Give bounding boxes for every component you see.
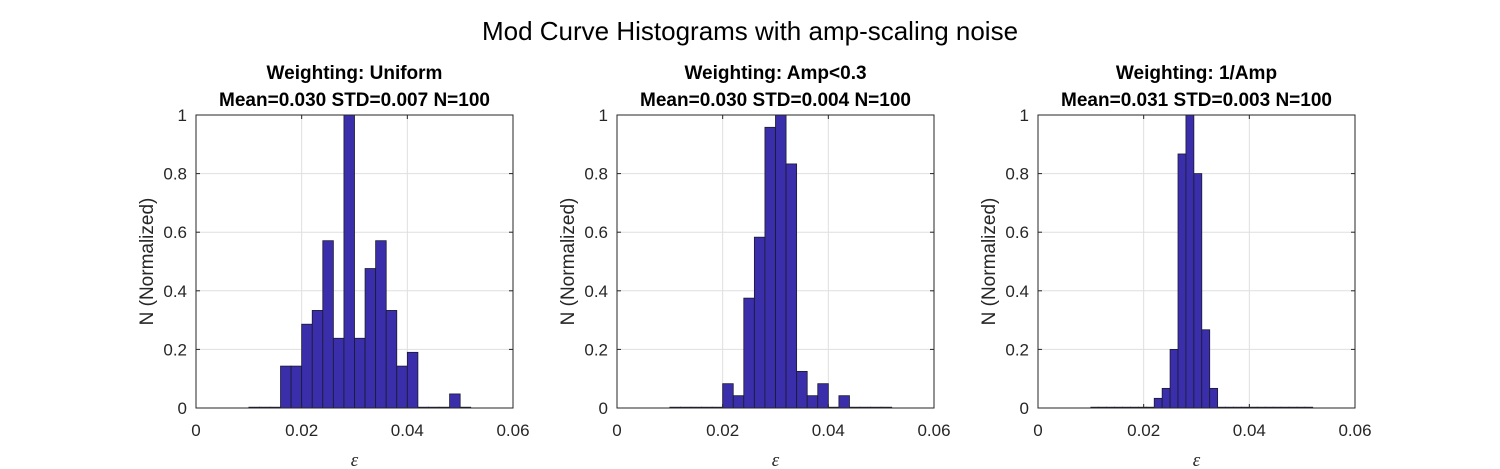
y-tick-label: 0.2 — [163, 340, 187, 359]
x-tick-label: 0.02 — [285, 421, 318, 440]
y-tick-label: 0.8 — [1005, 165, 1029, 184]
histogram-bar — [290, 365, 303, 409]
histogram-bar — [785, 163, 798, 409]
y-tick-label: 0.6 — [1005, 223, 1029, 242]
x-tick-label: 0.04 — [1233, 421, 1266, 440]
histogram-bar — [301, 323, 313, 409]
x-tick-label: 0 — [612, 421, 621, 440]
histogram-bar — [375, 240, 387, 409]
x-tick-label: 0 — [191, 421, 200, 440]
histogram-bar — [775, 114, 787, 409]
histogram-bar — [806, 395, 819, 409]
y-axis-label: N (Normalized) — [979, 198, 1000, 326]
y-tick-label: 0.6 — [163, 223, 187, 242]
y-tick-label: 0.8 — [584, 165, 608, 184]
y-tick-label: 0.2 — [584, 340, 608, 359]
histogram-bar — [732, 395, 745, 409]
histogram-bar — [385, 310, 398, 409]
y-tick-label: 0.2 — [1005, 340, 1029, 359]
histogram-bar — [1153, 397, 1163, 409]
histogram-bar — [280, 365, 292, 409]
histogram-bar — [1193, 173, 1203, 409]
y-tick-label: 1 — [599, 106, 608, 125]
histogram-bar — [322, 240, 334, 409]
x-axis-label: ε — [1193, 450, 1201, 469]
x-tick-label: 0.04 — [391, 421, 424, 440]
x-tick-label: 0.06 — [1338, 421, 1371, 440]
histogram-axes-1: 0 0.02 0.04 0.06 0 0.2 0.4 0.6 0.8 1 Weighting: Un… — [137, 63, 530, 469]
x-axis-label: ε — [772, 450, 780, 469]
y-tick-label: 0.4 — [163, 282, 187, 301]
x-axis-label: ε — [351, 450, 359, 469]
subplot-stats: Mean=0.031 STD=0.003 N=100 — [1061, 90, 1332, 111]
histogram-bar — [817, 383, 829, 409]
histogram-bar — [332, 337, 345, 409]
histogram-bar — [311, 310, 324, 409]
histogram-bar — [838, 395, 850, 409]
histogram-bar — [406, 351, 419, 409]
histogram-bar — [743, 297, 755, 409]
y-tick-label: 0.4 — [1005, 282, 1029, 301]
figure-title: Mod Curve Histograms with amp-scaling no… — [482, 16, 1018, 46]
subplot-title: Weighting: 1/Amp — [1116, 63, 1277, 84]
histogram-bar — [343, 114, 355, 409]
histogram-bar — [764, 126, 776, 409]
histogram-bar — [1177, 153, 1187, 409]
histogram-bar — [1185, 114, 1195, 409]
x-tick-label: 0 — [1033, 421, 1042, 440]
y-tick-label: 0 — [599, 399, 608, 418]
histogram-bar — [796, 370, 808, 409]
histogram-bar — [364, 268, 377, 409]
histogram-bar — [1169, 348, 1179, 409]
y-tick-label: 0.4 — [584, 282, 608, 301]
histogram-bar — [1201, 329, 1211, 409]
subplot-stats: Mean=0.030 STD=0.007 N=100 — [219, 90, 490, 111]
histogram-bar — [1161, 387, 1171, 409]
y-tick-label: 0 — [1020, 399, 1029, 418]
y-axis-label: N (Normalized) — [558, 198, 579, 326]
y-axis-label: N (Normalized) — [137, 198, 158, 326]
axes-frame — [616, 114, 935, 409]
histogram-bar — [354, 337, 366, 409]
x-tick-label: 0.06 — [917, 421, 950, 440]
x-tick-label: 0.06 — [496, 421, 529, 440]
histogram-bar — [753, 236, 766, 409]
y-tick-label: 0.6 — [584, 223, 608, 242]
axes-frame — [1037, 114, 1356, 409]
axes-container: 0 0.02 0.04 0.06 0 0.2 0.4 0.6 0.8 1 Weighting: Un… — [137, 63, 1372, 469]
histogram-axes-2: 0 0.02 0.04 0.06 0 0.2 0.4 0.6 0.8 1 Weighting: Am… — [558, 63, 951, 469]
histogram-bar — [722, 383, 734, 409]
subplot-title: Weighting: Uniform — [267, 63, 443, 84]
x-tick-label: 0.04 — [812, 421, 845, 440]
histogram-bar — [449, 393, 461, 409]
y-tick-label: 0.8 — [163, 165, 187, 184]
histogram-axes-3: 0 0.02 0.04 0.06 0 0.2 0.4 0.6 0.8 1 Weighting: 1/… — [979, 63, 1372, 469]
subplot-title: Weighting: Amp<0.3 — [684, 63, 866, 84]
histogram-bar — [396, 365, 408, 409]
x-tick-label: 0.02 — [706, 421, 739, 440]
y-tick-label: 0 — [178, 399, 187, 418]
y-tick-label: 1 — [178, 106, 187, 125]
histogram-bar — [1209, 387, 1219, 409]
x-tick-label: 0.02 — [1127, 421, 1160, 440]
subplot-stats: Mean=0.030 STD=0.004 N=100 — [640, 90, 911, 111]
axes-frame — [195, 114, 514, 409]
y-tick-label: 1 — [1020, 106, 1029, 125]
